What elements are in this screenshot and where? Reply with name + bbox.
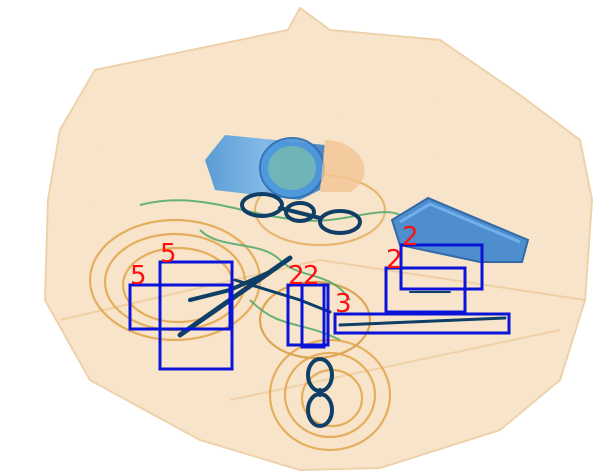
detection-box xyxy=(158,260,234,371)
detection-box xyxy=(128,283,232,331)
detection-label: 2 xyxy=(303,261,320,291)
detection-boxes xyxy=(128,243,511,371)
detection-label: 3 xyxy=(335,289,352,319)
detection-label: 2 xyxy=(386,245,403,275)
bag-silhouette xyxy=(43,6,594,472)
detection-label: 5 xyxy=(130,261,147,291)
detection-label: 2 xyxy=(402,222,419,252)
cylinder-object xyxy=(205,135,365,200)
detection-box xyxy=(300,283,326,349)
detection-box xyxy=(384,266,467,314)
detection-labels: 5 5 2 2 3 2 2 xyxy=(130,222,419,319)
detection-box xyxy=(333,312,511,335)
metal-items xyxy=(177,192,507,428)
detection-label: 2 xyxy=(288,261,305,291)
detection-label: 5 xyxy=(160,239,177,269)
